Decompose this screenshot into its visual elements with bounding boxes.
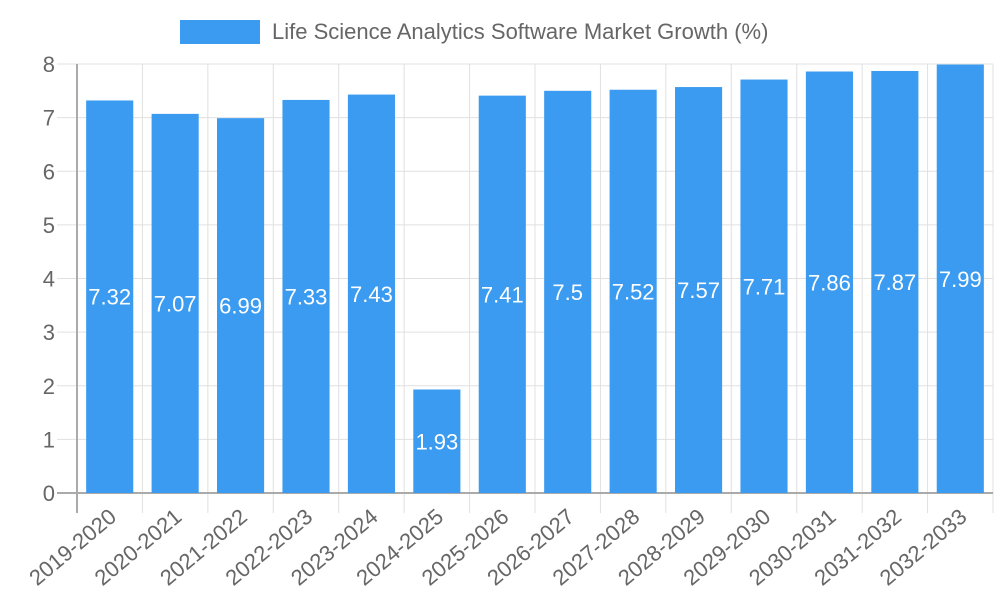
bar [936,64,984,493]
y-tick-label: 5 [43,213,55,238]
bar-value-label: 7.57 [677,278,720,303]
bar-value-label: 7.52 [612,279,655,304]
bar [151,113,199,493]
bar [544,90,592,493]
bar-value-label: 7.87 [873,270,916,295]
bar [347,94,395,493]
bar-value-label: 1.93 [415,429,458,454]
legend-swatch [180,20,260,44]
y-tick-label: 1 [43,427,55,452]
y-tick-label: 8 [43,52,55,77]
bar-value-label: 7.99 [939,267,982,292]
y-tick-label: 2 [43,374,55,399]
bar [282,99,330,494]
bar-value-label: 6.99 [219,294,262,319]
bar [86,100,134,493]
bar [609,89,657,494]
bar [675,87,723,493]
bar-value-label: 7.71 [743,274,786,299]
y-tick-label: 0 [43,481,55,506]
bar-value-label: 7.86 [808,270,851,295]
y-tick-label: 3 [43,320,55,345]
bar [871,70,919,493]
bar [805,71,853,493]
y-tick-label: 4 [43,267,55,292]
bar [413,389,461,493]
bar-value-label: 7.07 [154,291,197,316]
bar-value-label: 7.43 [350,282,393,307]
bar-value-label: 7.32 [88,285,131,310]
bar-value-label: 7.33 [285,284,328,309]
legend-label: Life Science Analytics Software Market G… [272,19,769,44]
bar-value-label: 7.41 [481,282,524,307]
bar [740,79,788,494]
bar [478,95,526,494]
y-tick-label: 6 [43,159,55,184]
bar-value-label: 7.5 [552,280,583,305]
bar [217,118,265,493]
y-tick-label: 7 [43,106,55,131]
chart-legend[interactable]: Life Science Analytics Software Market G… [180,19,768,45]
